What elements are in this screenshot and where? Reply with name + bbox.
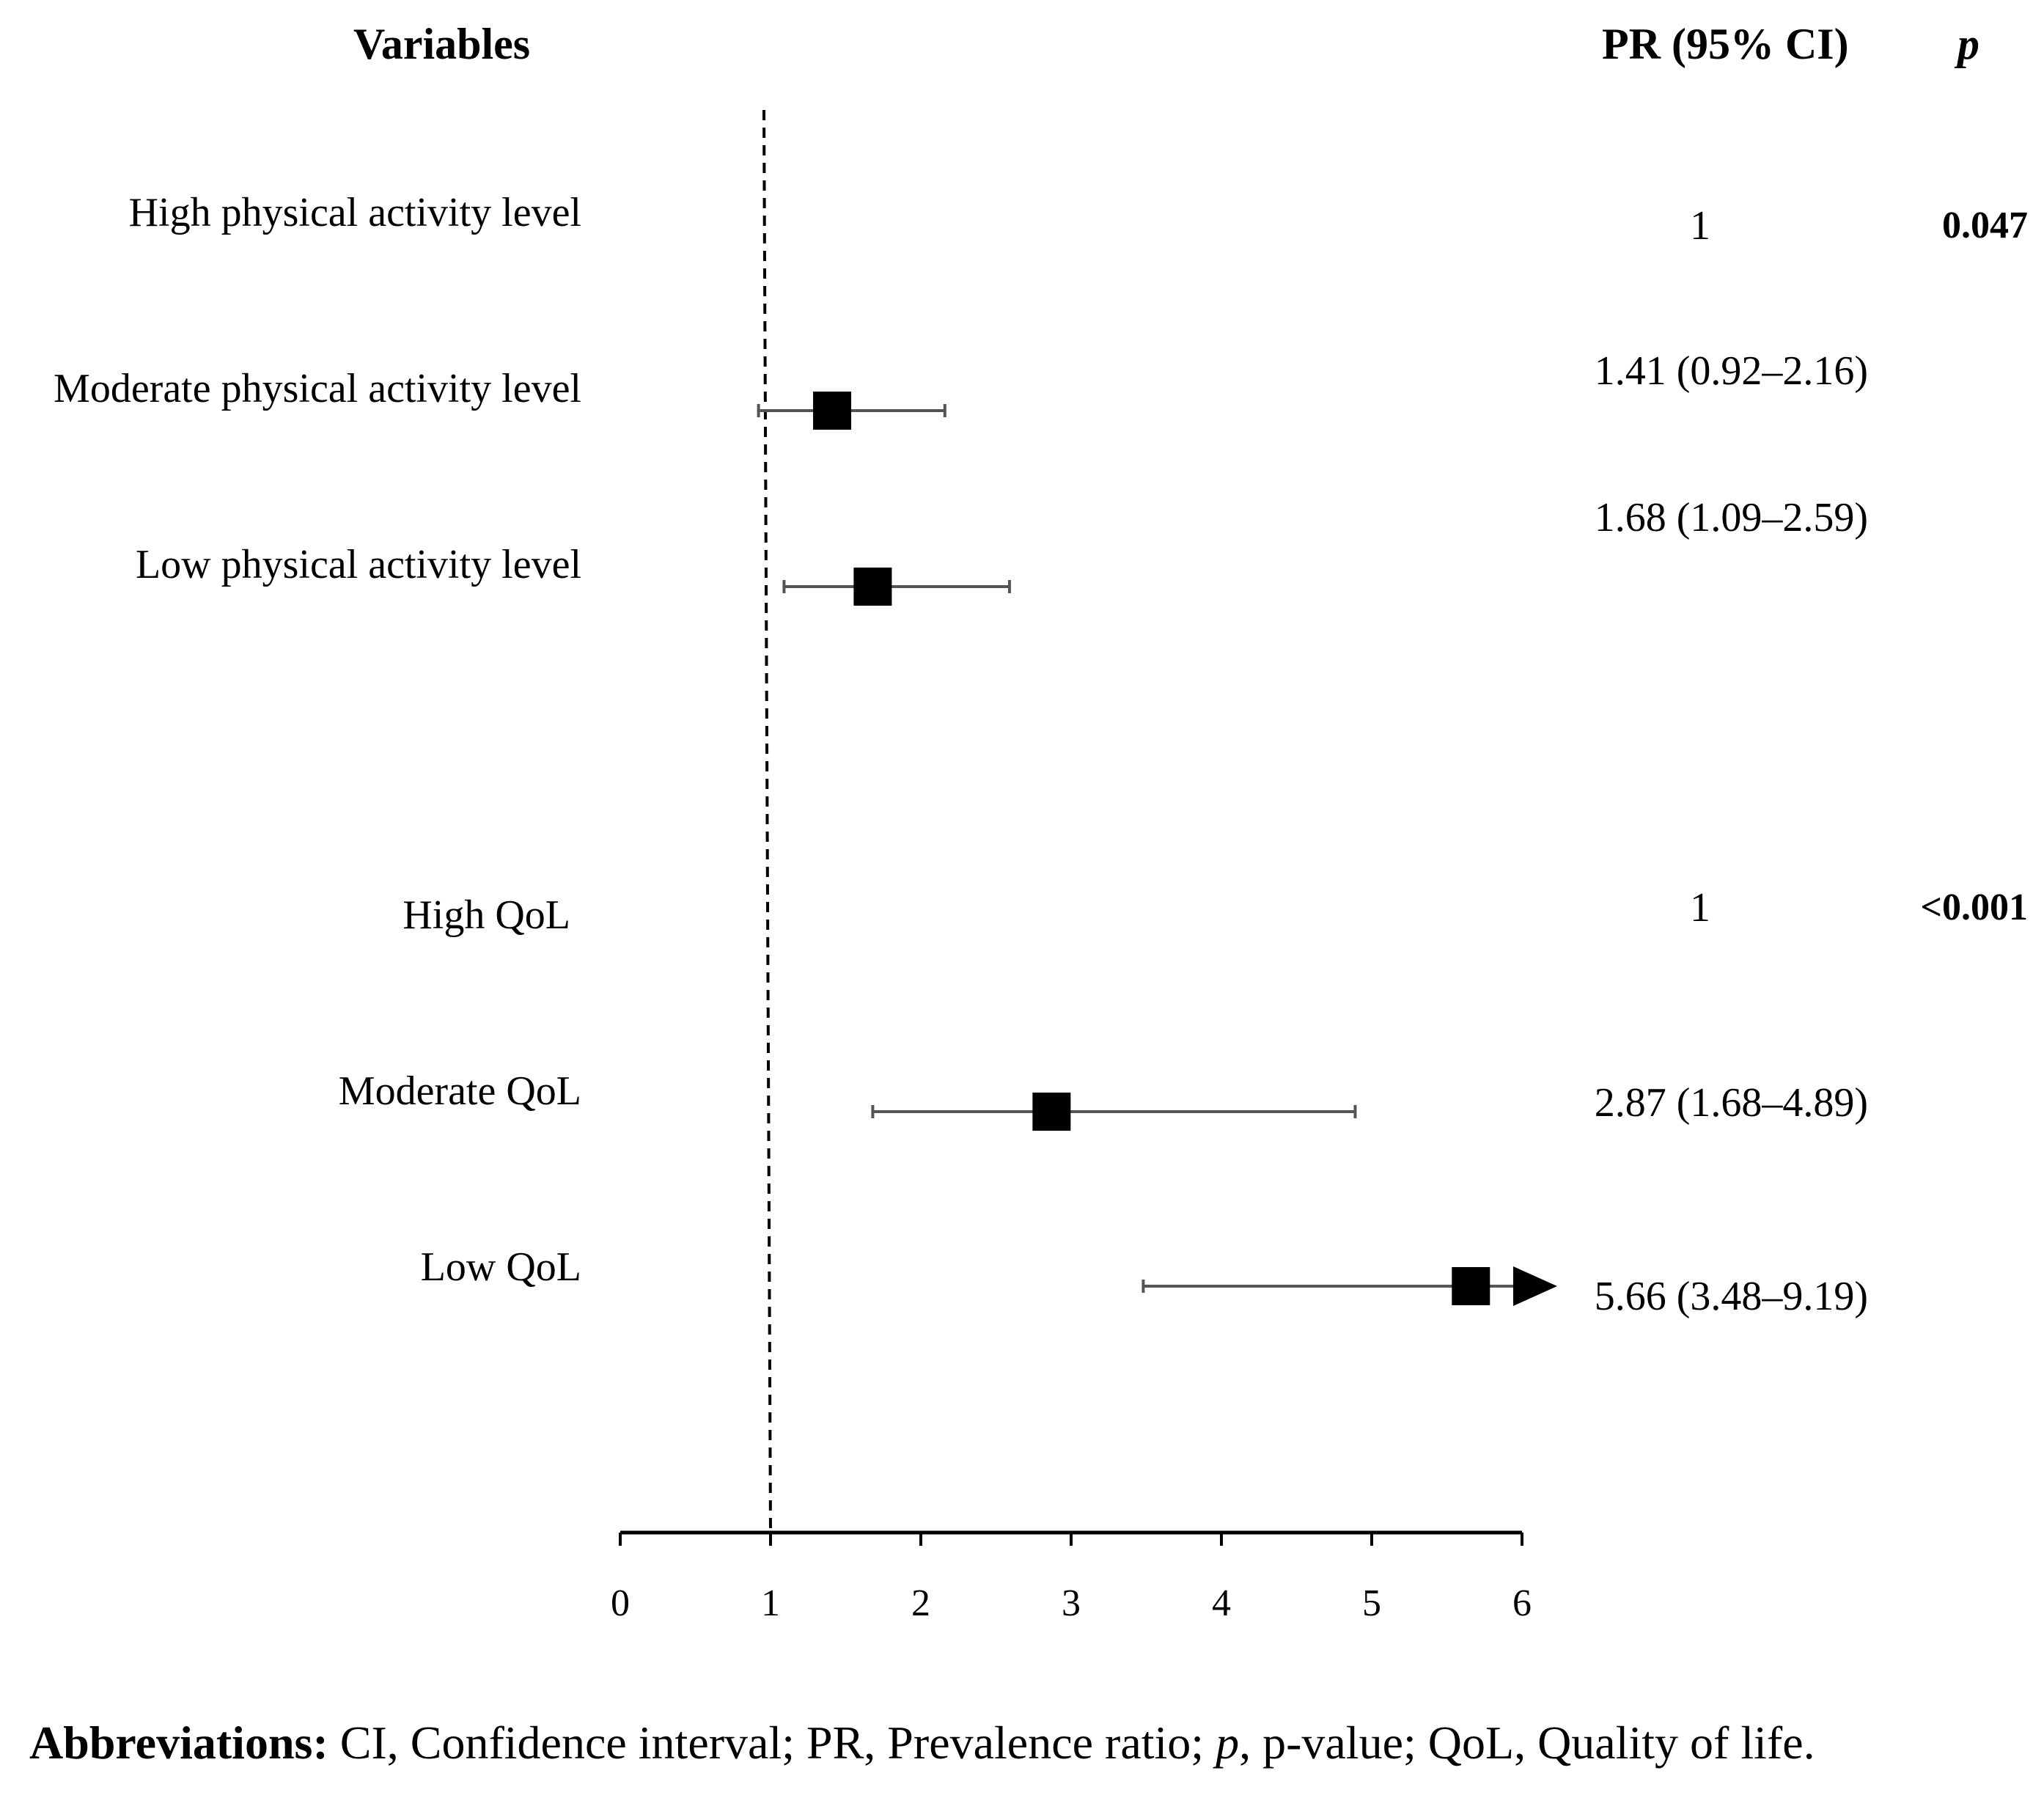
reference-line [762, 109, 772, 1533]
pr-ci-header: PR (95% CI) [1602, 20, 1849, 68]
caption-part1: CI, Confidence interval; PR, Prevalence … [328, 1717, 1216, 1769]
pr-value-low-qol: 5.66 (3.48–9.19) [1594, 1274, 1868, 1319]
p-value-qol: <0.001 [1920, 887, 2028, 928]
point-estimate-low-physical-activity-level [853, 568, 892, 606]
row-label-high-pa: High physical activity level [128, 190, 581, 235]
x-tick-label-4: 4 [1212, 1582, 1231, 1624]
point-estimate-moderate-qol [1032, 1093, 1071, 1131]
caption-part2: , p-value; QoL, Quality of life. [1239, 1717, 1815, 1769]
x-tick-label-6: 6 [1512, 1582, 1532, 1624]
x-tick-label-1: 1 [761, 1582, 780, 1624]
point-estimate-low-qol [1452, 1267, 1490, 1305]
variables-header: Variables [353, 20, 531, 68]
p-value-header: p [1957, 20, 1979, 68]
x-tick-label-3: 3 [1062, 1582, 1081, 1624]
row-label-low-pa: Low physical activity level [135, 542, 581, 587]
pr-value-moderate-qol: 2.87 (1.68–4.89) [1594, 1080, 1868, 1126]
x-tick-label-2: 2 [911, 1582, 930, 1624]
pr-value-high-qol: 1 [1690, 885, 1710, 931]
p-value-physical-activity: 0.047 [1942, 205, 2028, 246]
pr-value-moderate-pa: 1.41 (0.92–2.16) [1594, 348, 1868, 394]
row-label-low-qol: Low QoL [420, 1244, 581, 1290]
point-estimate-moderate-physical-activity-level [813, 392, 852, 430]
caption-italic: p [1216, 1717, 1240, 1769]
x-tick-label-0: 0 [611, 1582, 630, 1624]
row-label-moderate-pa: Moderate physical activity level [54, 366, 581, 411]
ci-arrow-low-qol [1513, 1266, 1557, 1306]
x-tick-label-5: 5 [1362, 1582, 1381, 1624]
pr-value-high-pa: 1 [1690, 203, 1710, 249]
caption-bold: Abbreviations: [29, 1717, 328, 1769]
abbreviations-caption: Abbreviations: CI, Confidence interval; … [29, 1716, 1815, 1770]
pr-value-low-pa: 1.68 (1.09–2.59) [1594, 495, 1868, 540]
row-label-moderate-qol: Moderate QoL [338, 1068, 581, 1114]
row-label-high-qol: High QoL [402, 892, 570, 938]
